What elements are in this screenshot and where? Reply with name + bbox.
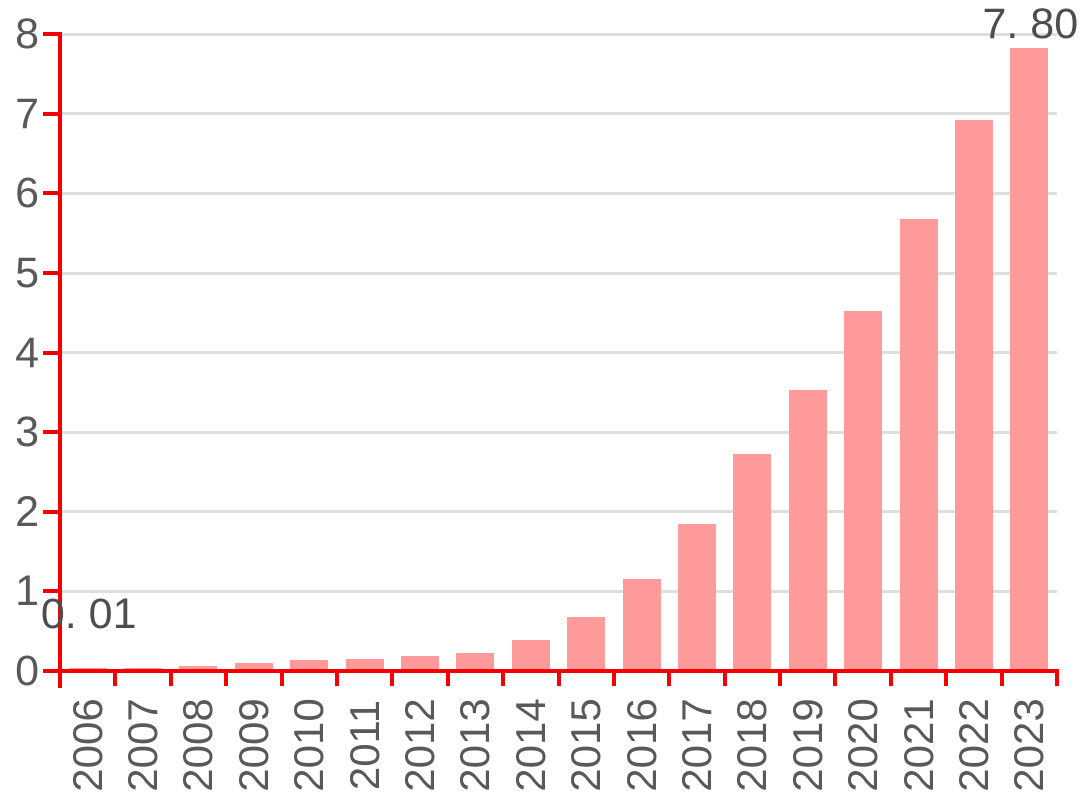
x-axis-tick [58, 671, 62, 686]
x-axis-tick [888, 671, 893, 686]
y-axis-tick [43, 191, 60, 196]
x-axis-tick [334, 671, 339, 686]
y-axis-tick [43, 669, 60, 673]
gridline [60, 351, 1057, 355]
y-axis-label: 7 [15, 89, 40, 138]
x-axis-tick [224, 671, 229, 686]
y-axis-tick [43, 111, 60, 116]
x-axis-tick [279, 671, 284, 686]
data-label-2023: 7. 80 [982, 0, 1079, 49]
bar-2017 [677, 524, 716, 669]
x-axis-tick [556, 671, 561, 686]
x-axis-tick [168, 671, 173, 686]
bar-2022 [954, 119, 993, 669]
gridline [60, 112, 1057, 116]
x-axis-tick [999, 671, 1004, 686]
x-axis-tick [833, 671, 838, 686]
gridline [60, 430, 1057, 434]
y-axis-label: 4 [15, 328, 40, 377]
x-axis-tick [501, 671, 506, 686]
y-axis-label: 5 [15, 249, 40, 297]
bar-2006 [68, 668, 107, 669]
x-axis-tick [390, 671, 395, 686]
bar-2007 [124, 668, 163, 669]
bar-2009 [234, 663, 273, 669]
bar-2014 [511, 640, 550, 669]
y-axis-label: 8 [15, 10, 40, 59]
y-axis-tick [43, 271, 60, 275]
gridline [60, 271, 1057, 275]
bar-2013 [456, 653, 495, 669]
y-axis-tick [43, 589, 60, 594]
x-axis-tick [611, 671, 616, 686]
y-axis-tick [43, 430, 60, 435]
bar-2011 [345, 658, 384, 669]
gridline [60, 191, 1057, 195]
x-axis-tick [667, 671, 672, 686]
y-axis-label: 1 [15, 567, 40, 616]
y-axis-label: 0 [15, 647, 40, 695]
x-axis-tick [1055, 671, 1059, 686]
x-axis-tick [944, 671, 949, 686]
bar-2016 [622, 579, 661, 669]
bar-2015 [567, 617, 606, 669]
bar-2018 [733, 454, 772, 669]
bar-2008 [179, 665, 218, 669]
bar-2023 [1010, 48, 1049, 669]
y-axis-tick [43, 32, 60, 37]
x-axis-tick [113, 671, 118, 686]
y-axis-tick [43, 509, 60, 514]
x-axis-tick [722, 671, 727, 686]
gridline [60, 32, 1057, 36]
bar-2020 [844, 310, 883, 669]
x-axis-tick [778, 671, 783, 686]
y-axis-label: 2 [15, 487, 40, 536]
gridline [60, 510, 1057, 514]
x-axis-tick [445, 671, 450, 686]
bar-2010 [290, 660, 329, 669]
y-axis-line [58, 32, 62, 688]
bar-2021 [899, 219, 938, 669]
bar-2019 [788, 390, 827, 669]
y-axis-label: 3 [15, 408, 40, 457]
y-axis-label: 6 [15, 169, 40, 218]
data-label-2006: 0. 01 [40, 590, 137, 639]
y-axis-tick [43, 350, 60, 355]
bar-2012 [401, 656, 440, 669]
gridline [60, 589, 1057, 593]
